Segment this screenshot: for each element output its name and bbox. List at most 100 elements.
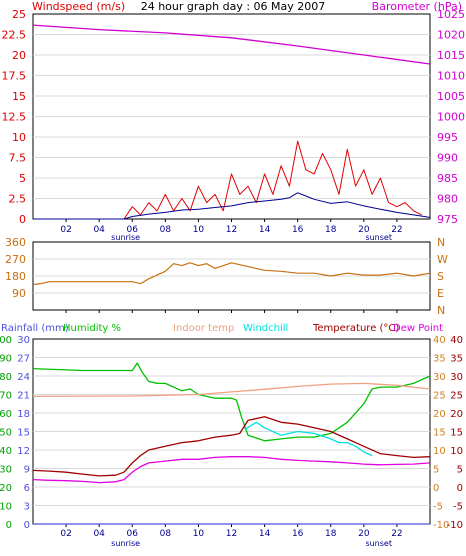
legend-humidity: Humidity % bbox=[63, 323, 121, 334]
wind-direction-degree-label: 270 bbox=[5, 253, 26, 266]
indoor-temp-tick-label: 15 bbox=[433, 428, 446, 439]
humidity-line bbox=[32, 362, 431, 442]
indoor-temp-tick-label: 30 bbox=[433, 372, 446, 383]
hour-tick-label: 10 bbox=[193, 225, 205, 235]
legend-rainfall: Rainfall (mm) bbox=[1, 323, 69, 334]
hour-tick-label: 20 bbox=[358, 529, 370, 539]
barometer-tick-label: 1000 bbox=[437, 111, 465, 124]
hour-tick-label: 02 bbox=[60, 529, 71, 539]
rainfall-tick-label: 18 bbox=[17, 409, 30, 420]
indoor-temp-tick-label: 35 bbox=[433, 354, 446, 365]
windspeed-tick-label: 15 bbox=[12, 90, 26, 103]
temperature-tick-label: 15 bbox=[450, 428, 463, 439]
indoor-temp-tick-label: -5 bbox=[433, 502, 443, 513]
wind-direction-line bbox=[32, 262, 431, 286]
humidity-tick-label: 50 bbox=[0, 428, 12, 439]
rainfall-tick-label: 15 bbox=[17, 428, 30, 439]
temperature-tick-label: 25 bbox=[450, 391, 463, 402]
barometer-tick-label: 1015 bbox=[437, 49, 465, 62]
rainfall-tick-label: 9 bbox=[24, 465, 30, 476]
barometer-tick-label: 1025 bbox=[437, 8, 465, 21]
indoor-temp-tick-label: 5 bbox=[433, 465, 439, 476]
windspeed-tick-label: 20 bbox=[12, 49, 26, 62]
hour-tick-label: 12 bbox=[226, 225, 237, 235]
hour-tick-label: 16 bbox=[292, 529, 304, 539]
barometer-tick-label: 985 bbox=[437, 172, 458, 185]
humidity-tick-label: 0 bbox=[6, 520, 12, 531]
legend-indoor-temp: Indoor temp bbox=[173, 323, 234, 334]
rainfall-tick-label: 21 bbox=[17, 391, 30, 402]
windspeed-tick-label: 12.5 bbox=[2, 111, 27, 124]
hour-tick-label: 16 bbox=[292, 225, 304, 235]
hour-tick-label: 14 bbox=[259, 225, 271, 235]
rainfall-tick-label: 6 bbox=[24, 483, 30, 494]
indoor-temp-tick-label: 20 bbox=[433, 409, 446, 420]
temperature-tick-label: 5 bbox=[457, 465, 463, 476]
wind-direction-compass-label: N bbox=[437, 304, 445, 317]
indoor-temp-tick-label: 40 bbox=[433, 335, 446, 346]
hour-tick-label: 02 bbox=[60, 225, 71, 235]
rainfall-tick-label: 27 bbox=[17, 354, 30, 365]
hour-tick-label: 04 bbox=[93, 529, 105, 539]
wind-direction-compass-label: E bbox=[437, 287, 444, 300]
windspeed-tick-label: 22.5 bbox=[2, 29, 27, 42]
humidity-tick-label: 90 bbox=[0, 354, 12, 365]
wind-baro-series bbox=[32, 24, 431, 220]
humidity-tick-label: 60 bbox=[0, 409, 12, 420]
temperature-tick-label: 30 bbox=[450, 372, 463, 383]
hour-tick-label: 20 bbox=[358, 225, 370, 235]
temperature-tick-label: 40 bbox=[450, 335, 463, 346]
temp-humidity-series bbox=[32, 362, 431, 525]
hour-tick-label: 12 bbox=[226, 529, 237, 539]
humidity-tick-label: 20 bbox=[0, 483, 12, 494]
humidity-tick-label: 100 bbox=[0, 335, 12, 346]
temperature-tick-label: 20 bbox=[450, 409, 463, 420]
barometer-tick-label: 1020 bbox=[437, 29, 465, 42]
humidity-tick-label: 40 bbox=[0, 446, 12, 457]
windspeed-tick-label: 25 bbox=[12, 8, 26, 21]
temp-humidity-hour-labels: 02 04 06 08 10 12 14 16 18 20 22 bbox=[60, 524, 403, 539]
wind-direction-compass-label: N bbox=[437, 236, 445, 249]
humidity-tick-label: 70 bbox=[0, 391, 12, 402]
wind-direction-degree-label: 180 bbox=[5, 270, 26, 283]
indoor-temp-line bbox=[32, 382, 431, 398]
indoor-temp-tick-label: 0 bbox=[433, 483, 439, 494]
wind-direction-gridlines bbox=[33, 258, 430, 294]
rainfall-tick-labels: 0 3 6 9 12 15 18 21 24 27 30 bbox=[17, 335, 30, 531]
hour-tick-label: 04 bbox=[93, 225, 105, 235]
windspeed-line bbox=[33, 140, 422, 220]
temperature-tick-labels: -10-10 -5 -5 0 0 5 5 10 10 15 15 20 20 25 25 30 30 35 35 40… bbox=[433, 335, 463, 531]
gust-average-line bbox=[33, 192, 431, 220]
chart-title: 24 hour graph day : 06 May 2007 bbox=[141, 0, 326, 13]
barometer-tick-label: 975 bbox=[437, 213, 458, 226]
temperature-tick-label: 10 bbox=[450, 446, 463, 457]
windspeed-axis-title: Windspeed (m/s) bbox=[32, 0, 125, 13]
dew-point-line bbox=[32, 456, 431, 484]
rainfall-tick-label: 0 bbox=[24, 520, 30, 531]
windspeed-tick-label: 5 bbox=[19, 172, 26, 185]
hour-tick-label: 06 bbox=[127, 225, 139, 235]
legend-windchill: Windchill bbox=[243, 323, 288, 334]
rainfall-tick-label: 12 bbox=[17, 446, 30, 457]
humidity-tick-labels: 0 10 20 30 40 50 60 70 80 90 100 bbox=[0, 335, 12, 531]
wind-direction-series bbox=[32, 262, 431, 313]
sunrise-label-bottom: sunrise bbox=[111, 539, 140, 548]
windspeed-tick-labels: 0 2.5 5 7.5 10 12.5 15 17.5 20 22.5 25 bbox=[2, 8, 27, 226]
wind-direction-compass-label: S bbox=[437, 270, 444, 283]
sunset-label-bottom: sunset bbox=[365, 539, 392, 548]
legend-dew-point: Dew Point bbox=[393, 323, 443, 334]
temperature-line bbox=[32, 416, 431, 477]
hour-tick-label: 06 bbox=[127, 529, 139, 539]
rainfall-tick-label: 30 bbox=[17, 335, 30, 346]
humidity-tick-label: 80 bbox=[0, 372, 12, 383]
hour-tick-label: 22 bbox=[391, 529, 402, 539]
sunset-label: sunset bbox=[365, 233, 392, 242]
windspeed-tick-label: 17.5 bbox=[2, 70, 27, 83]
rainfall-tick-label: 3 bbox=[24, 502, 30, 513]
windspeed-tick-label: 7.5 bbox=[9, 152, 27, 165]
temperature-tick-label: 0 bbox=[457, 483, 463, 494]
indoor-temp-tick-label: 10 bbox=[433, 446, 446, 457]
wind-direction-compass-label: W bbox=[437, 253, 448, 266]
